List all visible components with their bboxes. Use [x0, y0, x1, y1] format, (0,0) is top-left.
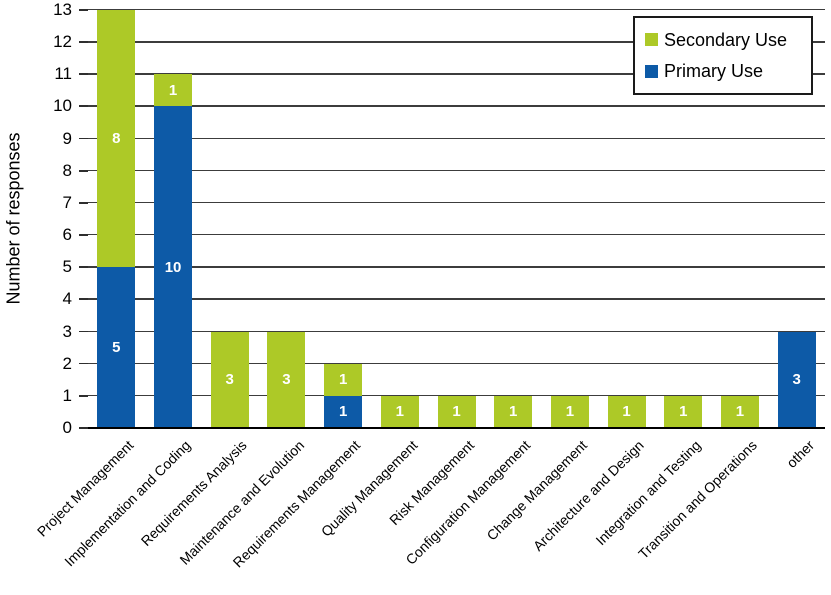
bar-value-label: 1 — [395, 403, 404, 421]
bar-value-label: 5 — [112, 339, 121, 357]
gridline — [88, 41, 825, 43]
x-axis-label: Project Management — [34, 437, 137, 540]
bar-segment-secondary-use: 3 — [210, 331, 249, 428]
gridline — [88, 362, 825, 365]
y-axis-tick — [79, 201, 88, 204]
bar-segment-secondary-use: 1 — [494, 395, 533, 428]
y-axis-tick — [79, 73, 88, 76]
y-axis-tick — [79, 298, 88, 301]
x-axis-label: Integration and Testing — [592, 437, 704, 549]
bar-value-label: 1 — [509, 403, 518, 421]
bar-value-label: 3 — [792, 371, 801, 389]
x-axis-label: other — [783, 437, 817, 471]
bar-segment-primary-use: 10 — [154, 106, 193, 428]
legend-label-primary-use: Primary Use — [664, 61, 764, 82]
gridline — [88, 266, 825, 268]
bar-segment-secondary-use: 1 — [607, 395, 646, 428]
bar-segment-secondary-use: 1 — [437, 395, 476, 428]
y-axis-tick — [79, 137, 88, 140]
legend-label-secondary-use: Secondary Use — [664, 29, 788, 50]
x-axis-label: Requirements Analysis — [138, 437, 251, 550]
y-tick-label: 11 — [54, 64, 72, 84]
y-tick-label: 8 — [62, 160, 72, 180]
gridline — [88, 394, 825, 397]
x-axis-label: Quality Management — [317, 437, 421, 540]
y-axis-tick — [79, 105, 88, 108]
y-axis-tick — [79, 169, 88, 172]
gridline — [88, 234, 825, 236]
x-axis-label: Transition and Operations — [635, 437, 761, 562]
y-axis-title: Number of responses — [3, 132, 24, 305]
bar-segment-secondary-use: 1 — [380, 395, 419, 428]
bar-value-label: 10 — [164, 258, 182, 276]
y-axis-tick — [79, 9, 88, 11]
bar-segment-primary-use: 1 — [324, 395, 363, 428]
y-axis-tick — [79, 362, 88, 365]
gridline — [88, 201, 825, 204]
y-tick-label: 5 — [62, 257, 72, 277]
gridline — [88, 73, 825, 75]
x-axis-label: Change Management — [483, 437, 591, 544]
legend-item-secondary-use: Secondary Use — [645, 30, 811, 50]
bar-value-label: 3 — [225, 371, 234, 389]
y-axis-tick — [79, 427, 88, 429]
y-tick-label: 10 — [53, 96, 72, 116]
y-axis-tick — [79, 234, 88, 236]
bar-value-label: 8 — [112, 130, 121, 148]
y-tick-label: 9 — [62, 128, 72, 148]
y-axis-tick — [79, 330, 88, 333]
bar-value-label: 3 — [282, 371, 291, 389]
bar-value-label: 1 — [622, 403, 631, 421]
x-axis-line — [88, 427, 825, 429]
bar-segment-secondary-use: 1 — [550, 395, 589, 428]
bar-segment-secondary-use: 1 — [154, 74, 193, 107]
bar-value-label: 1 — [565, 403, 575, 421]
y-tick-label: 2 — [62, 353, 72, 373]
y-axis-tick — [79, 394, 88, 397]
x-axis-label: Architecture and Design — [529, 437, 647, 554]
y-tick-label: 13 — [53, 0, 72, 19]
gridline — [88, 9, 825, 11]
bar-segment-secondary-use: 1 — [720, 395, 759, 428]
bar-segment-secondary-use: 1 — [664, 395, 703, 428]
bar-value-label: 1 — [452, 403, 461, 421]
y-axis-tick — [79, 266, 88, 269]
y-tick-label: 0 — [62, 418, 72, 437]
bar-value-label: 1 — [679, 403, 688, 421]
gridline — [88, 330, 825, 332]
legend: Secondary Use Primary Use — [633, 16, 813, 95]
bar-value-label: 1 — [338, 371, 348, 389]
y-tick-label: 6 — [62, 225, 72, 245]
legend-item-primary-use: Primary Use — [645, 61, 811, 81]
bar-segment-secondary-use: 3 — [267, 331, 306, 428]
bar-value-label: 1 — [735, 403, 745, 421]
bar-segment-secondary-use: 8 — [97, 10, 136, 268]
y-tick-label: 7 — [62, 192, 72, 212]
y-axis-tick — [79, 41, 88, 43]
bar-value-label: 1 — [168, 81, 178, 99]
y-tick-label: 1 — [62, 385, 72, 405]
bar-value-label: 1 — [338, 403, 348, 421]
gridline — [88, 298, 825, 300]
bar-segment-primary-use: 3 — [777, 331, 816, 428]
bar-segment-secondary-use: 1 — [324, 363, 363, 396]
plot-area: 0 1 2 3 4 5 6 7 8 9 10 11 12 13 5 8 Project Management 10… — [34, 0, 825, 570]
y-tick-label: 4 — [62, 289, 72, 309]
y-tick-label: 3 — [62, 321, 72, 341]
legend-swatch-secondary-use — [645, 33, 658, 47]
gridline — [88, 105, 825, 107]
gridline — [88, 169, 825, 172]
bar-segment-primary-use: 5 — [97, 267, 136, 428]
y-tick-label: 12 — [53, 32, 72, 52]
gridline — [88, 137, 825, 139]
legend-swatch-primary-use — [645, 64, 658, 78]
